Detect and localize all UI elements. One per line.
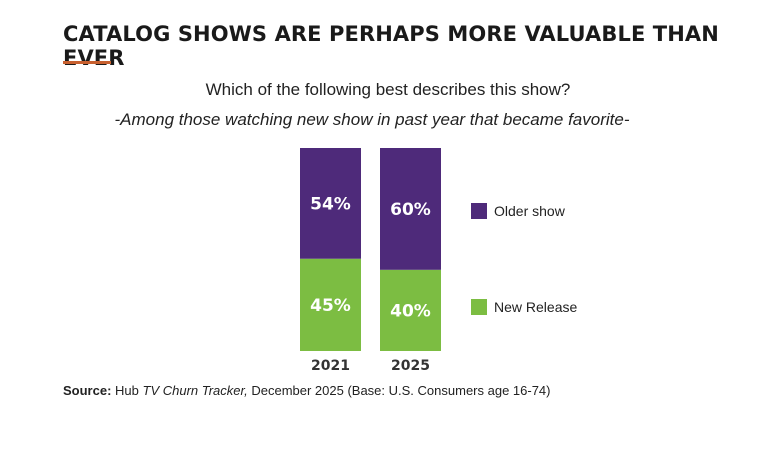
data-label-older-show-2021: 54%	[310, 194, 351, 214]
bar-segment-older-show-2021	[300, 148, 361, 259]
data-label-new-release-2025: 40%	[390, 301, 431, 321]
title-underline	[63, 61, 111, 64]
legend-label-older-show: Older show	[494, 203, 566, 219]
bar-segment-new-release-2021	[300, 258, 361, 351]
source-publication: Hub	[115, 383, 143, 398]
data-label-older-show-2025: 60%	[390, 200, 431, 220]
data-label-new-release-2021: 45%	[310, 296, 351, 316]
page-title: CATALOG SHOWS ARE PERHAPS MORE VALUABLE …	[63, 22, 719, 70]
legend-swatch-older-show	[471, 203, 487, 219]
chart-question: Which of the following best describes th…	[205, 80, 571, 99]
source-details: December 2025 (Base: U.S. Consumers age …	[247, 383, 551, 398]
source-publication-title: TV Churn Tracker,	[142, 383, 248, 398]
bar-segment-new-release-2025	[380, 269, 441, 351]
bar-segment-older-show-2025	[380, 148, 441, 270]
x-tick-label-2021: 2021	[311, 358, 350, 374]
x-tick-label-2025: 2025	[391, 358, 430, 374]
source-note: Source: Hub TV Churn Tracker, December 2…	[63, 383, 551, 398]
chart-subtitle: -Among those watching new show in past y…	[114, 110, 630, 129]
legend-swatch-new-release	[471, 299, 487, 315]
source-label: Source:	[63, 383, 112, 398]
legend-label-new-release: New Release	[494, 299, 577, 315]
